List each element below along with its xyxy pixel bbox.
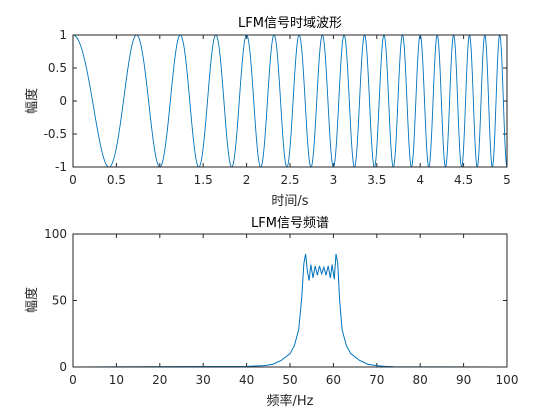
y-tick-label: 1 xyxy=(59,28,67,42)
spectrum-plot: LFM信号频谱 0 50 100 0 10 20 30 40 50 60 70 80 90 100 频率… xyxy=(24,216,518,409)
spectrum-plot-area xyxy=(73,234,507,367)
spectrum-plot-xlabel: 频率/Hz xyxy=(267,393,314,409)
x-tick-label: 100 xyxy=(496,373,519,387)
spectrum-plot-title: LFM信号频谱 xyxy=(251,216,329,231)
x-tick-label: 5 xyxy=(503,173,511,187)
y-tick-label: 50 xyxy=(52,294,67,308)
x-tick-label: 1.5 xyxy=(194,173,213,187)
y-tick-label: 0 xyxy=(59,360,67,374)
y-tick-label: 0.5 xyxy=(48,61,67,75)
spectrum-line xyxy=(72,253,508,368)
x-tick-label: 10 xyxy=(109,373,124,387)
x-tick-label: 2.5 xyxy=(280,173,299,187)
spectrum-plot-frame xyxy=(72,233,508,368)
y-tick-label: -0.5 xyxy=(44,127,67,141)
time-plot-ylabel: 幅度 xyxy=(24,88,40,114)
x-tick-label: 30 xyxy=(196,373,211,387)
x-tick-label: 4.5 xyxy=(454,173,473,187)
spectrum-plot-ylabel: 幅度 xyxy=(24,287,40,313)
time-waveform-line xyxy=(73,34,508,168)
x-tick-label: 20 xyxy=(152,373,167,387)
y-tick-label: 100 xyxy=(44,227,67,241)
x-tick-label: 40 xyxy=(239,373,254,387)
time-plot-frame xyxy=(72,34,508,168)
x-tick-label: 4 xyxy=(416,173,424,187)
x-tick-label: 70 xyxy=(369,373,384,387)
time-domain-plot: LFM信号时域波形 -1 -0.5 0 0.5 1 0 0.5 1 1.5 2 2.5 3 3.5 4 4… xyxy=(24,16,511,209)
x-tick-label: 3 xyxy=(330,173,338,187)
x-tick-label: 3.5 xyxy=(367,173,386,187)
x-tick-label: 1 xyxy=(156,173,164,187)
x-tick-label: 0 xyxy=(69,373,77,387)
x-tick-label: 80 xyxy=(413,373,428,387)
x-tick-label: 50 xyxy=(282,373,297,387)
y-tick-label: -1 xyxy=(55,160,67,174)
x-tick-label: 60 xyxy=(326,373,341,387)
x-tick-label: 90 xyxy=(456,373,471,387)
x-tick-label: 0 xyxy=(69,173,77,187)
y-tick-label: 0 xyxy=(59,94,67,108)
time-plot-xlabel: 时间/s xyxy=(271,194,308,209)
x-tick-label: 0.5 xyxy=(107,173,126,187)
time-plot-title: LFM信号时域波形 xyxy=(238,16,342,31)
x-tick-label: 2 xyxy=(243,173,251,187)
